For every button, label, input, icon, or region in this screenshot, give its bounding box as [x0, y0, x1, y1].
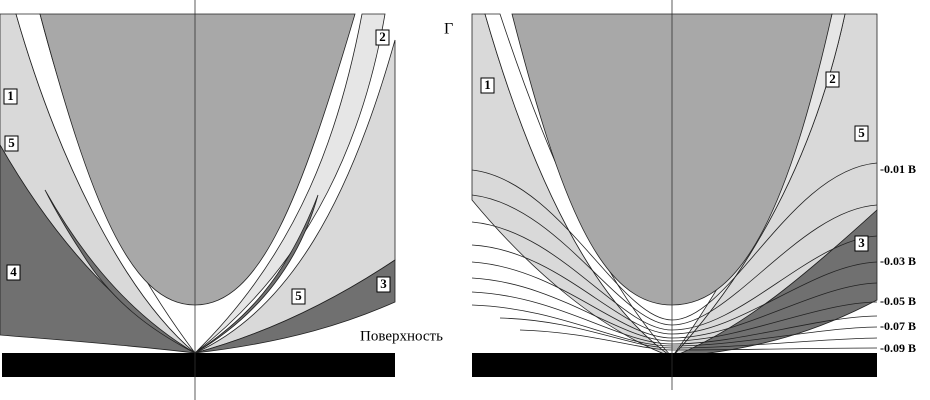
region-label: 5 — [858, 125, 865, 140]
right-panel: Г 1 2 5 3 -0.01 В -0.03 В -0.05 В -0.07 … — [444, 0, 916, 390]
region — [44, 189, 196, 354]
label-box — [3, 88, 18, 105]
label-box — [375, 29, 390, 46]
label-box — [854, 125, 869, 142]
label-box — [4, 135, 19, 152]
label-box — [854, 235, 869, 252]
region-label: 5 — [295, 288, 302, 303]
label-box — [6, 264, 21, 281]
label-box — [291, 288, 306, 305]
region-label: 5 — [8, 135, 15, 150]
potential-label: -0.01 В — [880, 162, 916, 176]
left-panel: 1 5 4 2 5 3 Поверхность — [0, 0, 443, 400]
surface — [2, 353, 395, 377]
region-label: 3 — [858, 235, 865, 250]
label-box — [825, 71, 840, 88]
region-label: 3 — [380, 276, 387, 291]
surface-label: Поверхность — [360, 328, 443, 344]
region-label: 1 — [484, 77, 491, 92]
panel-title: Г — [444, 21, 453, 38]
potential-label: -0.09 В — [880, 341, 916, 355]
region-label: 2 — [829, 71, 836, 86]
potential-label: -0.05 В — [880, 294, 916, 308]
surface — [472, 353, 877, 377]
label-box — [480, 77, 495, 94]
label-box — [376, 276, 391, 293]
region-label: 4 — [10, 264, 17, 279]
region-label: 1 — [7, 88, 14, 103]
potential-label: -0.03 В — [880, 254, 916, 268]
region-label: 2 — [379, 29, 386, 44]
potential-label: -0.07 В — [880, 319, 916, 333]
